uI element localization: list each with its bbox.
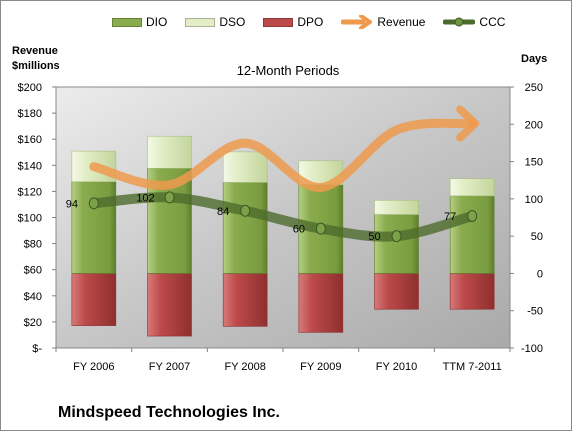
legend-item-dso: DSO [185, 15, 245, 29]
x-axis-category-label: FY 2010 [376, 361, 417, 373]
x-axis-category-label: FY 2009 [300, 361, 341, 373]
dio-bar [71, 181, 117, 274]
legend-item-dpo: DPO [263, 15, 323, 29]
dso-bar [147, 135, 192, 169]
dpo-bar [147, 273, 192, 337]
legend-label-dso: DSO [219, 15, 246, 29]
revenue-arrow-icon [341, 15, 373, 29]
left-axis-tick-label: $80 [24, 239, 42, 251]
revenue-arrowhead [456, 105, 480, 142]
left-axis-tick-label: $20 [24, 317, 42, 329]
right-axis-tick-label: 50 [531, 231, 543, 243]
dpo-bar [374, 273, 419, 310]
dpo-bar [298, 273, 344, 333]
legend-swatch-dpo [263, 17, 294, 27]
dso-bar [71, 150, 117, 183]
ccc-data-label: 77 [444, 211, 456, 223]
ccc-point [391, 230, 402, 243]
ccc-point [240, 204, 251, 217]
right-axis-title: Days [521, 53, 548, 65]
dio-bar [449, 195, 495, 274]
legend: DIO DSO DPO Revenue CCC [112, 12, 505, 32]
dso-bar [222, 151, 268, 183]
left-axis-tick-label: $200 [18, 82, 42, 94]
left-axis-tick-label: $120 [18, 186, 42, 198]
legend-item-dio: DIO [112, 15, 167, 29]
legend-label-ccc: CCC [479, 15, 506, 29]
right-axis-tick-label: -50 [527, 306, 543, 318]
x-axis-category-label: TTM 7-2011 [443, 361, 502, 373]
dso-bar [449, 178, 495, 197]
ccc-point [88, 197, 99, 210]
left-axis-tick-label: $100 [18, 213, 42, 225]
ccc-point [164, 191, 175, 204]
dso-bar [374, 200, 419, 215]
legend-label-revenue: Revenue [377, 15, 426, 29]
ccc-point [315, 222, 326, 235]
legend-label-dio: DIO [146, 15, 168, 29]
right-axis-tick-label: 200 [525, 119, 543, 131]
ccc-data-label: 94 [66, 198, 78, 210]
left-axis-tick-label: $40 [24, 291, 42, 303]
legend-swatch-dio [112, 17, 142, 27]
right-axis-tick-label: 250 [525, 82, 543, 94]
dpo-bar [449, 273, 495, 310]
left-axis-tick-label: $60 [24, 265, 42, 277]
chart-title: 12-Month Periods [236, 63, 340, 78]
left-axis-tick-label: $160 [18, 134, 42, 146]
legend-label-dpo: DPO [297, 15, 324, 29]
legend-swatch-dso [185, 17, 216, 27]
right-axis-tick-label: 100 [525, 194, 543, 206]
legend-item-ccc: CCC [443, 15, 505, 29]
ccc-data-label: 84 [217, 206, 229, 218]
dpo-bar [71, 273, 117, 326]
x-axis-category-label: FY 2008 [224, 361, 265, 373]
left-axis-tick-label: $- [32, 343, 42, 355]
x-axis-category-label: FY 2007 [149, 361, 190, 373]
legend-item-revenue: Revenue [341, 15, 425, 29]
dpo-bar [222, 273, 268, 327]
left-axis-title: Revenue $millions [12, 45, 60, 72]
ccc-data-label: 102 [136, 192, 154, 204]
ccc-point [467, 210, 478, 223]
ccc-data-label: 50 [368, 231, 380, 243]
right-axis-tick-label: -100 [521, 343, 543, 355]
right-axis-tick-label: 150 [525, 157, 543, 169]
company-name: Mindspeed Technologies Inc. [58, 404, 280, 421]
left-axis-tick-label: $140 [18, 160, 42, 172]
dio-bar [222, 182, 268, 274]
x-axis-category-label: FY 2006 [73, 361, 114, 373]
left-axis-tick-label: $180 [18, 108, 42, 120]
ccc-data-label: 60 [293, 224, 305, 236]
revenue-line [89, 118, 477, 192]
dio-bar [374, 214, 419, 274]
ccc-line [88, 192, 478, 242]
right-axis-tick-label: 0 [537, 268, 543, 280]
ccc-line-dot-icon [443, 17, 476, 27]
